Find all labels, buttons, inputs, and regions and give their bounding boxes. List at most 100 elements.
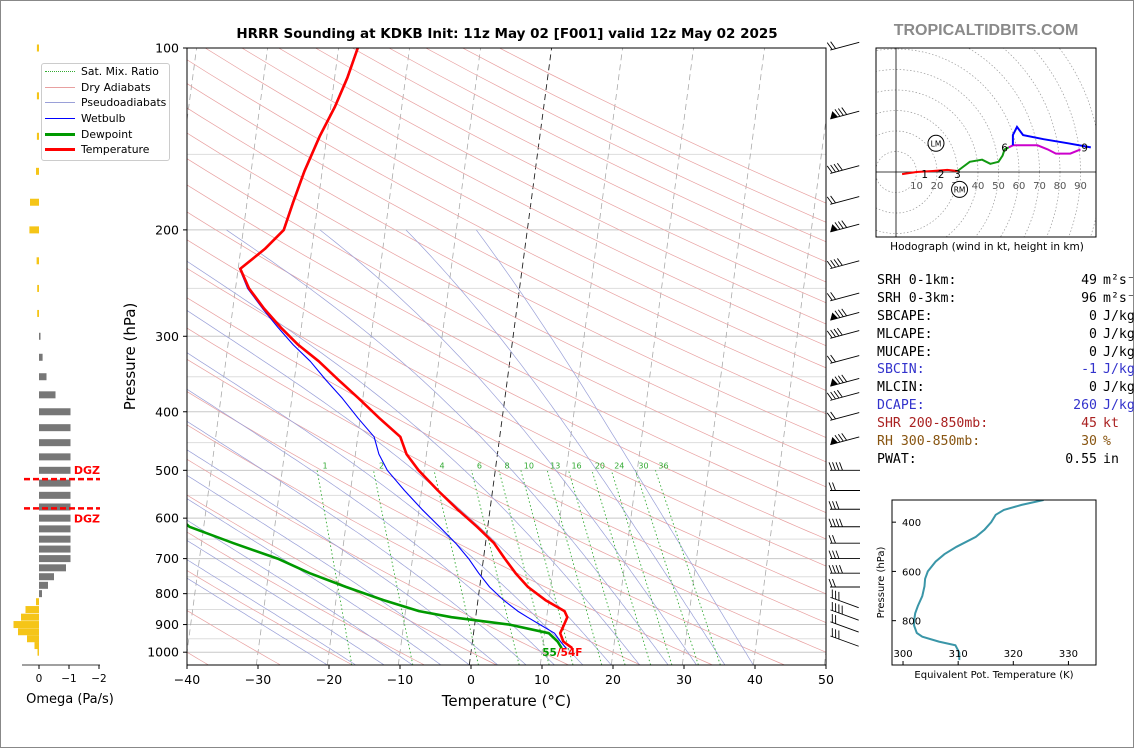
wind-barb-feather bbox=[826, 293, 833, 301]
omega-bar bbox=[39, 573, 54, 581]
legend-swatch bbox=[45, 86, 75, 88]
index-value: -1 bbox=[1081, 362, 1097, 378]
mixing-ratio-label: 24 bbox=[614, 461, 624, 470]
omega-bar bbox=[21, 613, 39, 621]
wind-barb-feather bbox=[830, 391, 836, 400]
index-unit: J/kg bbox=[1103, 398, 1134, 414]
hodograph-height-label: 3 bbox=[954, 169, 961, 181]
y-tick-label: 200 bbox=[155, 222, 179, 237]
omega-x-tick-label: −2 bbox=[91, 673, 106, 685]
wind-barb-feather bbox=[831, 589, 833, 599]
wind-barb-feather bbox=[835, 501, 840, 510]
dry-adiabat-line bbox=[187, 297, 826, 624]
x-tick-label: −30 bbox=[245, 672, 271, 687]
dry-adiabat-line bbox=[315, 48, 826, 304]
dry-adiabat-line bbox=[187, 391, 713, 665]
omega-bar bbox=[36, 167, 39, 175]
wind-barb-feather bbox=[833, 163, 840, 172]
moist-adiabat-line bbox=[187, 559, 356, 665]
omega-x-axis-label: Omega (Pa/s) bbox=[26, 692, 114, 707]
x-tick-label: 0 bbox=[467, 672, 475, 687]
dry-adiabat-line bbox=[187, 107, 826, 438]
wind-barb-staff bbox=[830, 635, 859, 647]
index-value: 0 bbox=[1089, 344, 1097, 360]
wind-barb-feather bbox=[835, 629, 837, 638]
dry-adiabat-line bbox=[187, 358, 785, 665]
hodograph-segment bbox=[1008, 144, 1081, 155]
wind-barb-staff bbox=[830, 223, 860, 233]
theta-e-profile bbox=[913, 500, 1044, 661]
index-row: RH 300-850mb: 30% bbox=[877, 433, 1134, 451]
wind-barb-feather bbox=[830, 354, 836, 363]
wind-barb-feather bbox=[839, 565, 843, 574]
dry-adiabat-line bbox=[187, 610, 281, 665]
moist-adiabat-line bbox=[187, 498, 442, 665]
wind-barb bbox=[830, 433, 860, 446]
hodograph-ring-label: 40 bbox=[972, 181, 985, 192]
hodograph-ring-label: 20 bbox=[931, 181, 944, 192]
y-tick-label: 400 bbox=[155, 404, 179, 419]
y-tick-label: 100 bbox=[155, 41, 179, 56]
dry-adiabat-line bbox=[187, 531, 425, 665]
omega-bar bbox=[37, 284, 39, 292]
y-tick-label: 700 bbox=[155, 551, 179, 566]
wind-barb-feather bbox=[833, 390, 840, 399]
dry-adiabat-line bbox=[187, 59, 826, 391]
dry-adiabat-line bbox=[187, 570, 353, 665]
wind-barb-feather bbox=[837, 327, 843, 336]
wind-barb-feather bbox=[832, 462, 836, 471]
index-unit: m²s⁻² bbox=[1103, 290, 1134, 306]
wind-barb-feather bbox=[835, 615, 837, 624]
moist-adiabat-line bbox=[187, 474, 470, 665]
legend-swatch bbox=[45, 148, 75, 152]
legend-swatch bbox=[45, 102, 75, 104]
wind-barb bbox=[830, 613, 859, 633]
wind-barb-feather bbox=[830, 292, 836, 300]
dry-adiabat-line bbox=[187, 184, 826, 513]
mixing-ratio-line bbox=[433, 470, 479, 665]
index-row: MLCAPE: 0 J/kg bbox=[877, 326, 1134, 344]
mixing-ratio-label: 2 bbox=[379, 461, 384, 470]
hodograph-segment bbox=[1011, 124, 1091, 149]
mixing-ratio-line bbox=[498, 470, 550, 665]
x-tick-label: 30 bbox=[676, 672, 692, 687]
legend-label: Sat. Mix. Ratio bbox=[81, 65, 159, 79]
wind-barb-feather bbox=[826, 260, 833, 269]
wind-barb-feather bbox=[831, 602, 833, 611]
wind-barb-feather bbox=[835, 565, 840, 574]
omega-bar bbox=[34, 642, 39, 650]
wind-barb bbox=[826, 354, 860, 364]
storm-motion-label: LM bbox=[931, 139, 942, 148]
brand-watermark: TROPICALTIDBITS.COM bbox=[893, 22, 1079, 39]
omega-bar bbox=[39, 466, 71, 474]
moist-adiabat-line bbox=[187, 540, 385, 665]
wind-barb-staff bbox=[830, 596, 859, 609]
index-label: RH 300-850mb: bbox=[877, 434, 981, 450]
series-line-temperature bbox=[239, 48, 574, 650]
wind-barb-feather bbox=[837, 221, 844, 229]
index-unit: m²s⁻² bbox=[1103, 273, 1134, 288]
mixing-ratio-label: 6 bbox=[477, 461, 482, 470]
index-unit: J/kg bbox=[1103, 380, 1134, 396]
x-tick-label: −20 bbox=[316, 672, 342, 687]
omega-bar bbox=[39, 332, 41, 340]
hodograph-height-label: 1 bbox=[921, 169, 928, 181]
wind-barb-feather bbox=[833, 328, 840, 337]
mixing-ratio-label: 36 bbox=[658, 461, 668, 470]
legend-item: Sat. Mix. Ratio bbox=[42, 64, 169, 80]
index-value: 49 bbox=[1081, 273, 1097, 288]
isotherm-line bbox=[681, 48, 765, 665]
wind-barb-feather bbox=[838, 591, 840, 601]
isotherm-line bbox=[610, 48, 694, 665]
mixing-ratio-line bbox=[655, 470, 721, 665]
legend-swatch bbox=[45, 71, 75, 73]
index-unit: in bbox=[1103, 451, 1119, 467]
index-value: 0 bbox=[1089, 326, 1097, 342]
omega-bar bbox=[39, 555, 71, 563]
skewt-legend: Sat. Mix. Ratio Dry Adiabats Pseudoadiabat… bbox=[41, 63, 170, 161]
omega-bar bbox=[39, 503, 71, 511]
omega-axes: 0 −1 −2 Omega (Pa/s) DGZ DGZ bbox=[22, 464, 114, 707]
wind-barb-feather bbox=[831, 628, 833, 637]
